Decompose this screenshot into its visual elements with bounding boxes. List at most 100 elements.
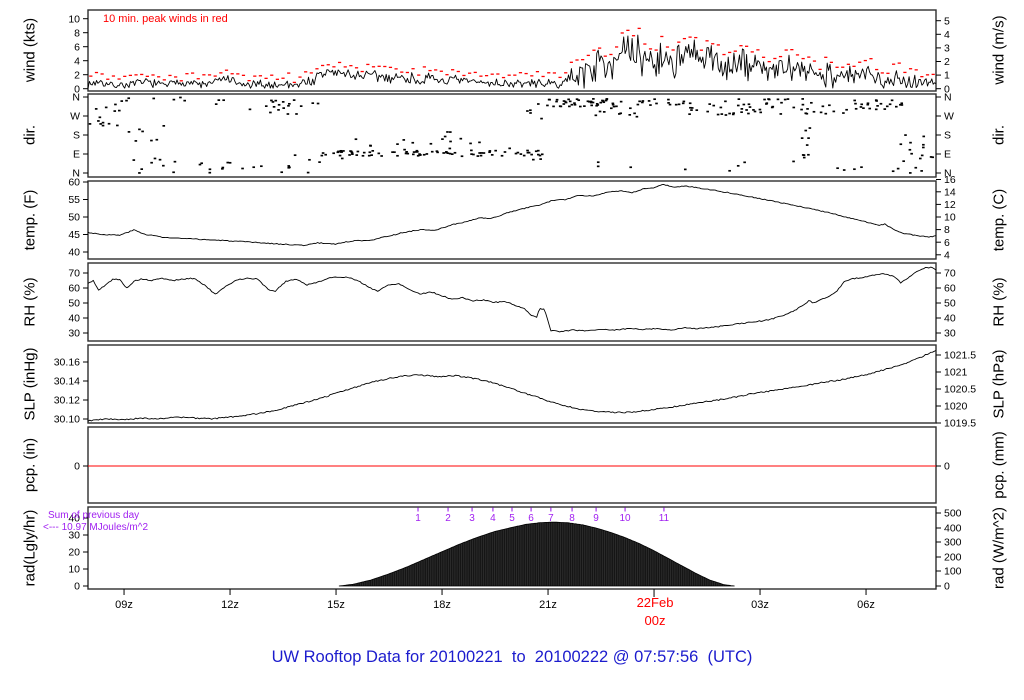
dir-dot bbox=[555, 98, 559, 101]
dir-dot bbox=[435, 150, 439, 153]
dir-dot bbox=[737, 98, 741, 101]
dir-dot bbox=[900, 102, 904, 105]
dir-dot bbox=[836, 167, 839, 170]
dir-dot bbox=[807, 153, 810, 156]
dir-dot bbox=[596, 161, 600, 164]
axis-title-dir-right: dir. bbox=[990, 124, 1008, 146]
slp-right-tick-label: 1019.5 bbox=[944, 418, 976, 430]
dir-dot bbox=[162, 164, 165, 167]
dir-dot bbox=[404, 152, 408, 155]
dir-dot bbox=[101, 124, 105, 127]
dir-dot bbox=[909, 141, 912, 144]
dir-dot bbox=[731, 113, 735, 116]
dir-dot bbox=[480, 152, 483, 154]
dir-dot bbox=[641, 101, 644, 104]
dir-dot bbox=[740, 111, 743, 114]
dir-dot bbox=[150, 139, 153, 142]
dir-dot bbox=[470, 149, 473, 152]
dir-dot bbox=[920, 154, 924, 157]
dir-dot bbox=[277, 103, 281, 106]
dir-dot bbox=[610, 107, 613, 110]
date-label-day: 22Feb bbox=[636, 595, 674, 610]
temp-right-tick-label: 6 bbox=[944, 237, 950, 249]
x-axis-tick-label: 09z bbox=[115, 599, 133, 611]
dir-dot bbox=[929, 156, 933, 158]
temp-left-tick-label: 60 bbox=[68, 177, 80, 189]
dir-dot bbox=[125, 99, 128, 102]
temp-left-tick-label: 40 bbox=[68, 247, 80, 259]
dir-dot bbox=[380, 155, 383, 157]
slp-left-tick-label: 30.16 bbox=[54, 357, 80, 369]
dir-dot bbox=[583, 105, 586, 107]
rad-right-tick-label: 100 bbox=[944, 566, 962, 578]
axis-title-wind-right: wind (m/s) bbox=[990, 15, 1008, 85]
dir-dot bbox=[453, 151, 457, 154]
dir-dot bbox=[900, 104, 904, 106]
dir-dot bbox=[806, 108, 809, 110]
dir-dot bbox=[488, 150, 492, 152]
dir-dot bbox=[668, 103, 672, 106]
dir-dot bbox=[396, 154, 399, 157]
dir-dot bbox=[436, 151, 439, 154]
dir-dot bbox=[198, 163, 202, 166]
dir-dot bbox=[459, 137, 463, 140]
rad-left-tick-label: 30 bbox=[68, 530, 80, 542]
dir-dot bbox=[402, 139, 406, 141]
rad-right-tick-label: 0 bbox=[944, 581, 950, 593]
rh-right-tick-label: 70 bbox=[944, 268, 956, 280]
dir-dot bbox=[430, 150, 434, 153]
wind-left-tick-label: 10 bbox=[68, 13, 80, 25]
dir-dot bbox=[490, 154, 494, 156]
dir-dot bbox=[853, 99, 856, 102]
dir-dot bbox=[885, 105, 889, 108]
dir-dot bbox=[274, 99, 278, 102]
dir-dot bbox=[808, 127, 812, 129]
dir-dot bbox=[478, 141, 481, 144]
dir-dot bbox=[412, 153, 415, 156]
dir-dot bbox=[866, 102, 870, 105]
x-axis-tick-label: 12z bbox=[221, 599, 239, 611]
dir-dot bbox=[728, 112, 731, 115]
dir-dot bbox=[591, 101, 595, 104]
slp-left-tick-label: 30.10 bbox=[54, 414, 80, 426]
dir-dot bbox=[377, 152, 381, 155]
dir-dot bbox=[763, 98, 766, 101]
dir-dot bbox=[405, 150, 408, 153]
dir-dot bbox=[842, 169, 846, 171]
dir-dot bbox=[371, 149, 375, 152]
rh-left-tick-label: 40 bbox=[68, 313, 80, 325]
dir-dot bbox=[318, 161, 321, 163]
dir-dot bbox=[138, 128, 141, 131]
dir-dot bbox=[316, 102, 320, 105]
rad-hour-label: 9 bbox=[593, 513, 599, 524]
pcp-left-tick-label: 0 bbox=[74, 461, 80, 473]
dir-dot bbox=[241, 167, 244, 170]
dir-dot bbox=[299, 105, 303, 107]
dir-dot bbox=[264, 105, 268, 107]
axis-title-temp-right: temp. (C) bbox=[990, 188, 1008, 252]
dir-dot bbox=[783, 98, 787, 101]
dir-dot bbox=[415, 149, 419, 152]
dir-dot bbox=[552, 105, 555, 108]
rad-hour-label: 3 bbox=[469, 513, 475, 524]
dir-dot bbox=[479, 154, 483, 157]
slp-right-tick-label: 1020.5 bbox=[944, 384, 976, 396]
dir-dot bbox=[280, 171, 284, 174]
dir-dot bbox=[902, 160, 905, 163]
dir-left-tick-label: S bbox=[73, 130, 80, 142]
slp-panel-box bbox=[87, 344, 937, 424]
dir-dot bbox=[740, 108, 744, 110]
dir-dot bbox=[695, 109, 699, 112]
dir-dot bbox=[596, 104, 600, 106]
dir-dot bbox=[370, 154, 373, 156]
dir-dot bbox=[118, 109, 121, 112]
dir-dot bbox=[368, 151, 372, 154]
dir-dot bbox=[908, 172, 912, 174]
dir-dot bbox=[888, 103, 892, 106]
dir-dot bbox=[406, 152, 410, 155]
temp-right-tick-label: 16 bbox=[944, 174, 956, 186]
dir-dot bbox=[636, 103, 640, 106]
dir-dot bbox=[288, 102, 291, 105]
dir-dot bbox=[138, 172, 141, 174]
dir-dot bbox=[508, 147, 511, 150]
